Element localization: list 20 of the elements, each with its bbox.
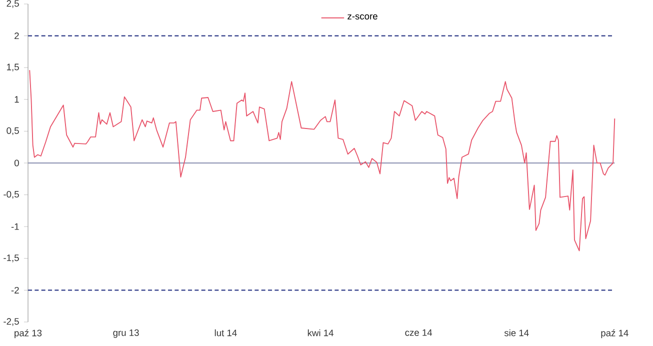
legend-label: z-score [348, 14, 378, 20]
x-tick-label: lut 14 [214, 329, 237, 336]
y-tick-label: 0,5 [6, 127, 19, 136]
x-tick-label: gru 13 [113, 329, 139, 338]
y-tick-label: -2 [11, 286, 19, 294]
x-tick-label: cze 14 [405, 329, 432, 336]
y-tick-label: -0,5 [4, 190, 19, 199]
y-tick-label: 0 [14, 160, 19, 166]
y-tick-label: -1,5 [4, 254, 19, 262]
y-tick-label: -1 [11, 223, 19, 230]
x-tick-label: paź 14 [601, 329, 628, 338]
x-tick-label: paź 13 [14, 329, 42, 338]
y-tick-label: 1 [14, 96, 19, 103]
line-series [29, 70, 616, 252]
y-tick-label: 2,5 [6, 0, 19, 8]
y-tick-label: 1,5 [7, 64, 19, 72]
x-tick-label: sie 14 [504, 329, 529, 336]
y-tick-label: 2 [14, 32, 19, 40]
x-tick-label: kwi 14 [308, 329, 334, 336]
y-tick-label: -2,5 [4, 318, 19, 326]
